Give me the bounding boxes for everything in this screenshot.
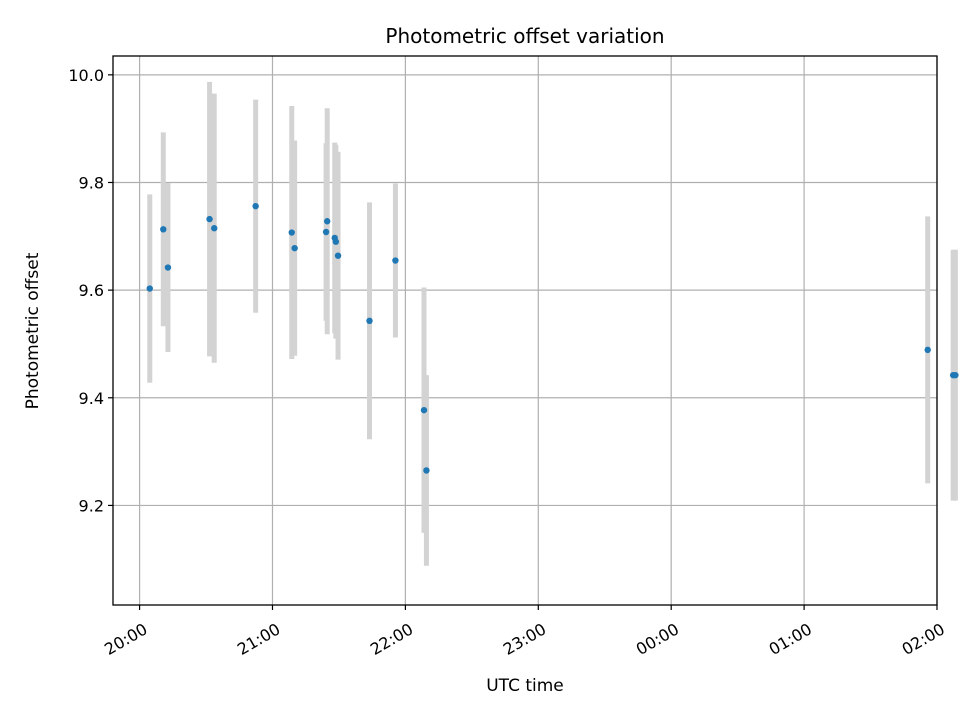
data-points [146,202,959,474]
data-point [423,467,430,474]
y-axis-ticks: 9.2 9.4 9.6 9.8 10.0 [68,66,113,515]
data-point [164,264,172,271]
data-point [924,346,931,354]
y-tick-label: 10.0 [68,66,104,85]
data-point [334,252,342,259]
y-tick-label: 9.2 [79,496,104,515]
data-point [211,225,218,232]
data-point [252,202,259,210]
data-point [332,238,340,245]
data-point [160,226,167,233]
plot-area-frame [112,55,938,606]
y-tick-label: 9.4 [79,389,104,408]
y-axis-label: Photometric offset [23,252,43,409]
y-tick-label: 9.8 [79,173,104,192]
data-point [146,285,153,292]
data-point [288,229,295,236]
data-point [206,215,213,223]
data-point [323,218,331,225]
x-axis-label: UTC time [486,676,564,696]
chart-title: Photometric offset variation [385,24,664,48]
data-point [291,244,298,252]
data-point [392,257,399,264]
data-point [420,406,428,414]
data-point [952,371,959,379]
grid-lines [113,56,938,605]
data-point [366,317,373,325]
y-tick-label: 9.6 [79,281,104,300]
data-point [322,228,330,236]
